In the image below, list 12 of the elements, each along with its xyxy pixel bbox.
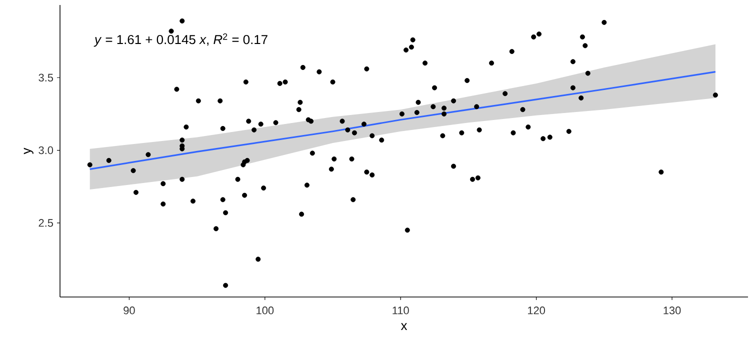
y-axis-title: y bbox=[24, 148, 34, 154]
x-axis-title: x bbox=[400, 323, 408, 330]
x-tick-label: 130 bbox=[664, 306, 681, 314]
x-tick-label: 100 bbox=[256, 306, 274, 314]
annotation: y = 1.61 + 0.0145 x, R$^{2}$ = 0.17 bbox=[94, 33, 268, 47]
y-tick-label: 2.5 bbox=[38, 219, 54, 227]
x-tick-label: 120 bbox=[528, 306, 546, 314]
y-tick-label: 3.0 bbox=[38, 146, 54, 154]
x-tick-label: 110 bbox=[392, 306, 409, 314]
line-series bbox=[89, 71, 716, 170]
y-tick-label: 3.5 bbox=[38, 74, 54, 82]
x-tick-label: 90 bbox=[124, 306, 135, 314]
